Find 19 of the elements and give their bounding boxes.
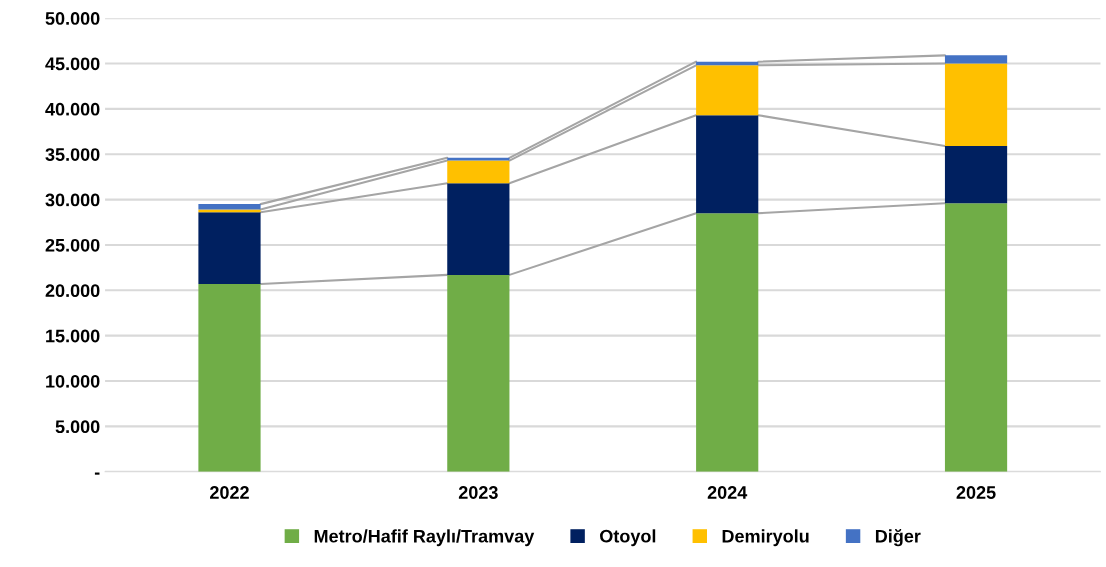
- legend-label: Diğer: [875, 529, 921, 547]
- y-tick-label: 45.000: [45, 57, 100, 71]
- x-tick-label: 2024: [707, 486, 748, 499]
- x-tick-label: 2023: [458, 486, 498, 499]
- y-tick-label: 30.000: [45, 193, 100, 207]
- legend-label: Metro/Hafif Raylı/Tramvay: [314, 529, 535, 547]
- x-tick-label: 2022: [210, 486, 249, 499]
- y-tick-label: 5.000: [55, 420, 100, 434]
- y-tick-label: -: [94, 472, 100, 475]
- y-tick-label: 25.000: [45, 238, 100, 252]
- y-tick-label: 20.000: [45, 284, 100, 298]
- x-tick-label: 2025: [956, 486, 996, 499]
- y-tick-label: 10.000: [46, 374, 100, 388]
- y-tick-label: 15.000: [46, 329, 100, 343]
- y-tick-label: 50.000: [45, 12, 100, 25]
- y-tick-label: 40.000: [45, 102, 100, 116]
- y-tick-label: 35.000: [45, 148, 100, 161]
- legend-label: Demiryolu: [722, 529, 809, 547]
- legend-label: Otoyol: [600, 529, 656, 547]
